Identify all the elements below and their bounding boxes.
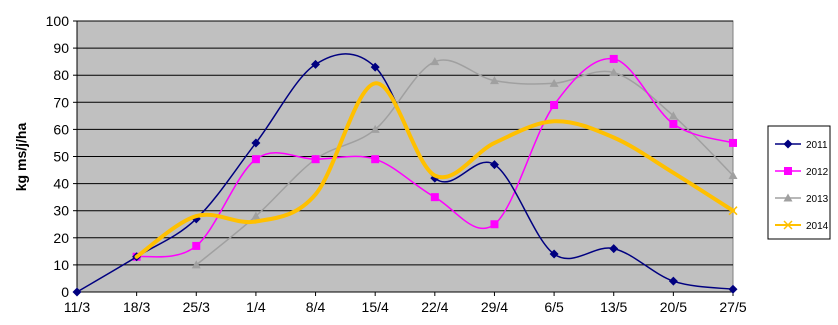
legend-label-2011: 2011 [806, 140, 828, 151]
legend-item-2012: 2012 [775, 167, 829, 178]
y-tick-label: 80 [53, 67, 69, 83]
x-tick-label: 27/5 [719, 299, 746, 315]
data-point-2013 [728, 170, 738, 179]
data-point-2011 [489, 160, 499, 170]
y-tick-label: 70 [53, 94, 69, 110]
data-point-2012 [490, 220, 499, 229]
legend-box [767, 125, 831, 240]
legend-item-2011: 2011 [775, 139, 828, 151]
y-tick-label: 100 [46, 13, 70, 29]
data-point-2011 [668, 276, 678, 286]
y-tick-label: 20 [53, 230, 69, 246]
legend: 2011 2012 2013 2014 [767, 125, 831, 240]
y-tick-label: 0 [61, 284, 69, 300]
x-tick-label: 8/4 [306, 299, 326, 315]
y-tick-label: 60 [53, 121, 69, 137]
data-point-2011 [609, 244, 619, 254]
data-point-2011 [728, 284, 738, 294]
x-tick-label: 29/4 [481, 299, 508, 315]
x-tick-label: 1/4 [246, 299, 266, 315]
y-tick-label: 90 [53, 40, 69, 56]
legend-item-2014: 2014 [775, 220, 829, 232]
x-axis-ticks: 11/3 18/3 25/3 1/4 8/4 15/4 22/4 29/4 6/5 13/5 20/… [64, 292, 747, 315]
data-point-2012 [550, 101, 559, 110]
data-point-2011 [370, 62, 380, 72]
data-point-2012 [371, 155, 380, 164]
x-tick-label: 25/3 [183, 299, 210, 315]
legend-marker-2011 [783, 139, 793, 149]
x-tick-label: 13/5 [600, 299, 627, 315]
y-axis-ticks: 0 10 20 30 40 50 60 70 80 90 100 [46, 13, 733, 300]
y-tick-label: 30 [53, 203, 69, 219]
y-tick-label: 10 [53, 257, 69, 273]
x-tick-label: 18/3 [123, 299, 150, 315]
legend-item-2013: 2013 [775, 193, 829, 205]
y-tick-label: 40 [53, 176, 69, 192]
data-point-2013 [489, 76, 499, 85]
y-axis-title: kg ms/j/ha [13, 123, 29, 192]
data-point-2011 [72, 287, 82, 297]
data-point-2013 [549, 78, 559, 87]
x-tick-label: 6/5 [544, 299, 564, 315]
legend-label-2013: 2013 [806, 194, 829, 205]
data-point-2011 [311, 59, 321, 69]
legend-marker-2012 [784, 167, 792, 175]
grid [77, 20, 733, 266]
data-point-2012 [192, 241, 201, 250]
series-line-2012 [135, 57, 734, 258]
data-point-2013 [668, 111, 678, 120]
data-point-2012 [609, 54, 618, 63]
data-point-2013 [191, 260, 201, 269]
legend-marker-2013 [783, 193, 793, 202]
data-point-2013 [609, 67, 619, 76]
legend-label-2014: 2014 [806, 221, 829, 232]
data-point-2013 [251, 211, 261, 220]
x-tick-label: 22/4 [421, 299, 448, 315]
data-point-2011 [251, 138, 261, 148]
data-point-2012 [251, 155, 260, 164]
x-tick-label: 11/3 [64, 299, 90, 315]
legend-label-2012: 2012 [806, 167, 829, 178]
data-point-2011 [549, 249, 559, 259]
data-point-2012 [311, 155, 320, 164]
y-tick-label: 50 [53, 149, 69, 165]
data-point-2013 [370, 124, 380, 133]
data-point-2012 [430, 193, 439, 202]
data-point-2014 [728, 206, 738, 216]
series-line-2014 [134, 81, 735, 259]
series-lines [72, 53, 738, 297]
x-tick-label: 15/4 [362, 299, 389, 315]
legend-marker-2014 [783, 220, 793, 230]
series-2014 [134, 81, 738, 259]
data-point-2012 [669, 119, 678, 128]
data-point-2013 [430, 57, 440, 66]
x-tick-label: 20/5 [660, 299, 687, 315]
data-point-2012 [729, 138, 737, 147]
series-2012 [132, 54, 737, 261]
